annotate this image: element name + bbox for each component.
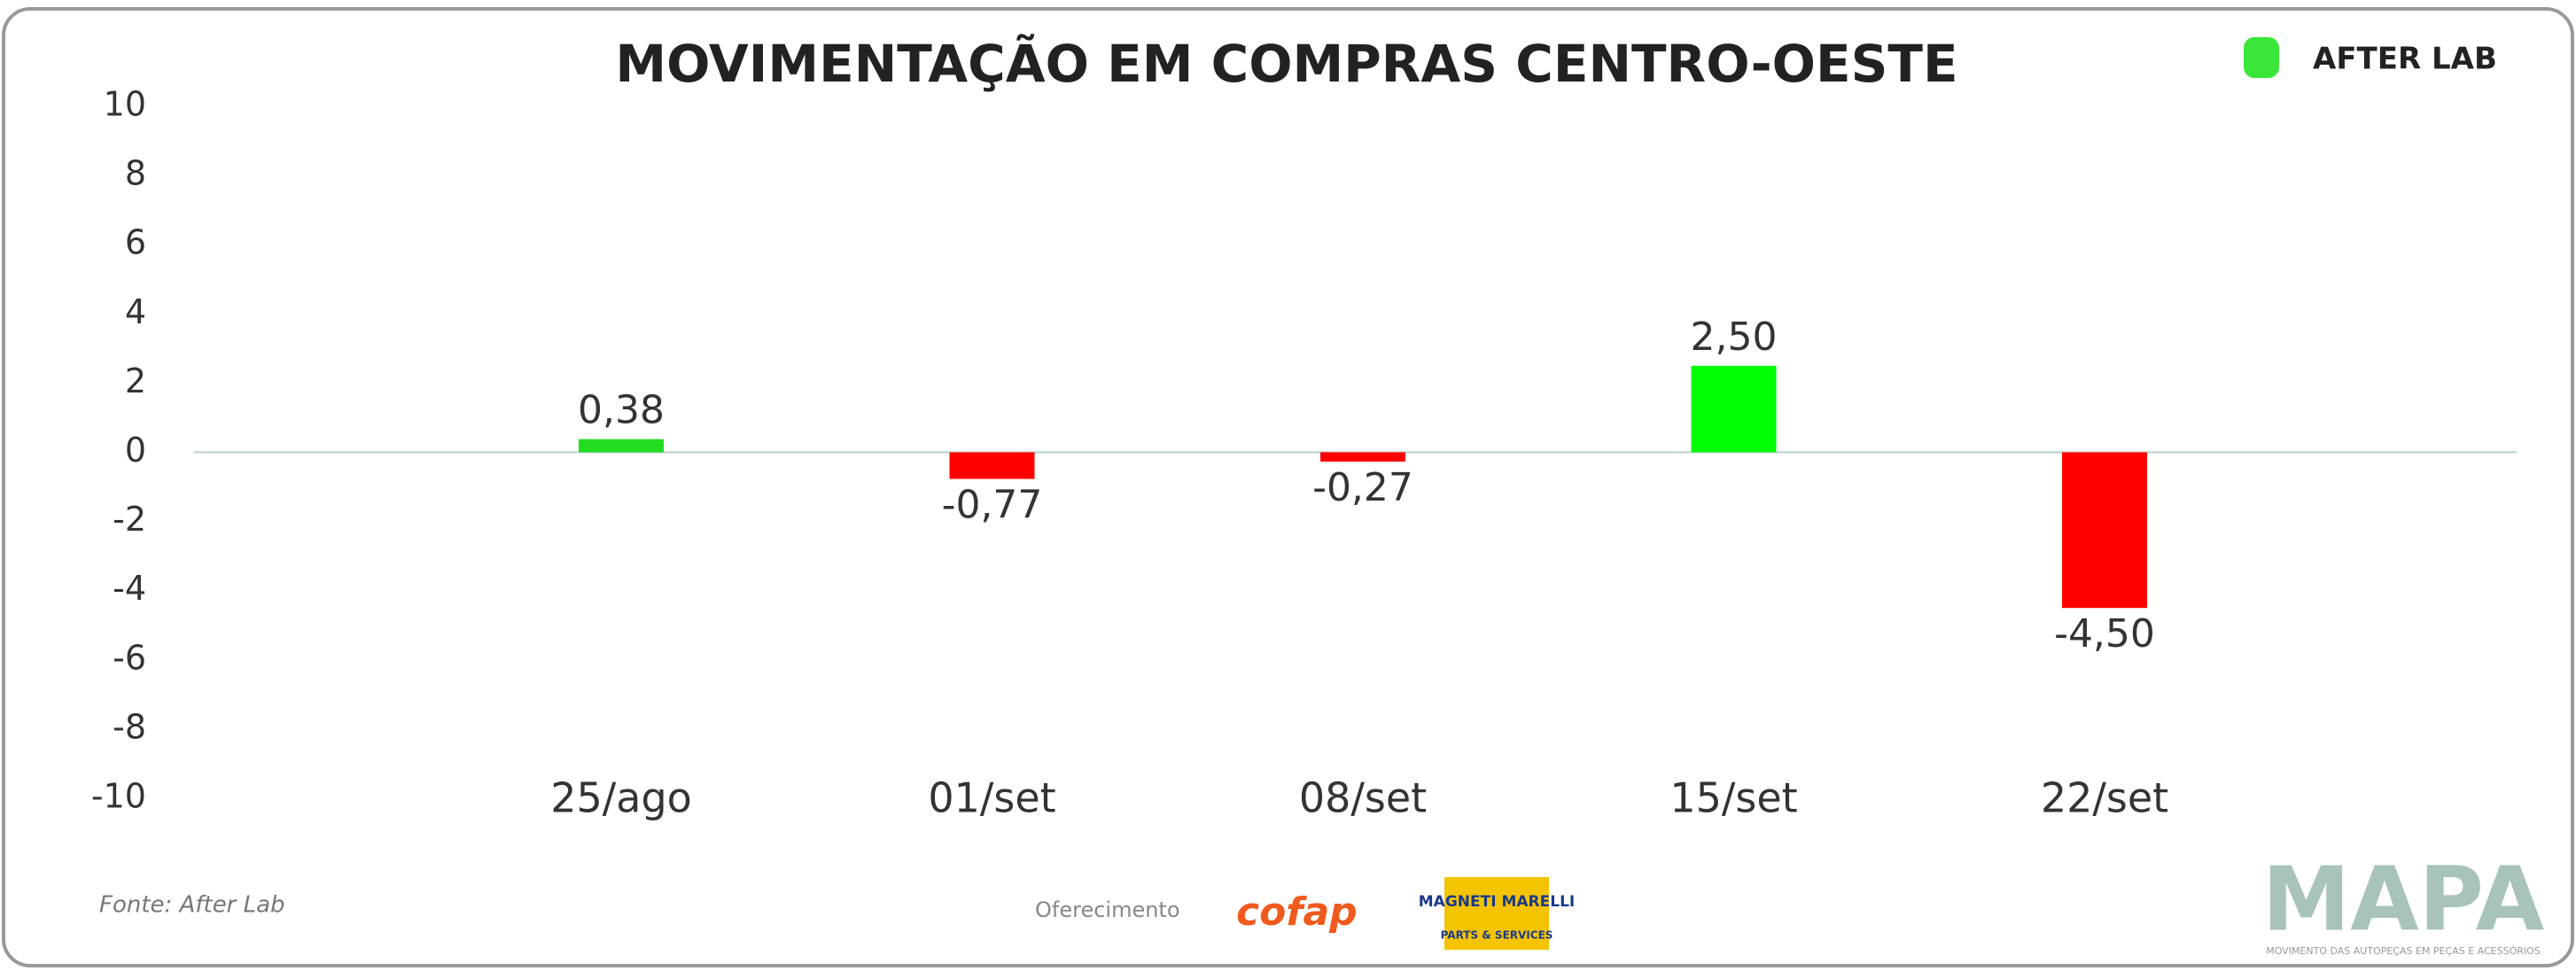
y-tick-label: 10 — [104, 85, 146, 124]
y-tick-label: -4 — [113, 569, 146, 608]
value-label: 2,50 — [1691, 315, 1778, 360]
logo-sub: MOVIMENTO DAS AUTOPEÇAS EM PEÇAS E ACESS… — [2266, 945, 2541, 957]
source: Fonte: After Lab — [99, 892, 285, 919]
bar — [949, 452, 1035, 479]
value-label: -4,50 — [2054, 611, 2155, 656]
brand-icon — [2244, 37, 2279, 78]
value-label: -0,27 — [1312, 465, 1413, 510]
x-tick-label: 08/set — [1299, 774, 1427, 822]
sponsor-label: Oferecimento — [1035, 897, 1180, 922]
value-label: -0,77 — [942, 483, 1043, 528]
x-tick-label: 01/set — [928, 774, 1055, 822]
x-tick-label: 15/set — [1669, 774, 1797, 822]
y-tick-label: 6 — [125, 223, 146, 262]
x-tick-label: 25/ago — [550, 774, 692, 822]
bar — [579, 439, 664, 453]
sponsor-cofap: cofap — [1236, 889, 1358, 935]
bar — [1691, 365, 1777, 453]
sponsor-box — [1444, 877, 1549, 950]
logo: MAPA — [2262, 847, 2544, 951]
y-tick-label: -8 — [113, 707, 146, 746]
bar — [2062, 452, 2147, 609]
frame — [2, 7, 2574, 967]
y-tick-label: 0 — [125, 431, 146, 470]
y-tick-label: -10 — [91, 777, 146, 816]
brand: AFTER LAB — [2313, 42, 2497, 77]
sponsor-marelli: MAGNETI MARELLI — [1419, 893, 1575, 911]
y-tick-label: 4 — [125, 292, 146, 331]
y-tick-label: -6 — [113, 638, 146, 677]
y-tick-label: 2 — [125, 361, 146, 400]
bar — [1320, 452, 1405, 462]
sponsor-marelli-sub: PARTS & SERVICES — [1441, 929, 1553, 942]
y-tick-label: -2 — [113, 500, 146, 539]
chart-title: MOVIMENTAÇÃO EM COMPRAS CENTRO-OESTE — [615, 33, 1957, 94]
value-label: 0,38 — [578, 388, 665, 433]
y-tick-label: 8 — [125, 154, 146, 193]
x-tick-label: 22/set — [2041, 774, 2168, 822]
